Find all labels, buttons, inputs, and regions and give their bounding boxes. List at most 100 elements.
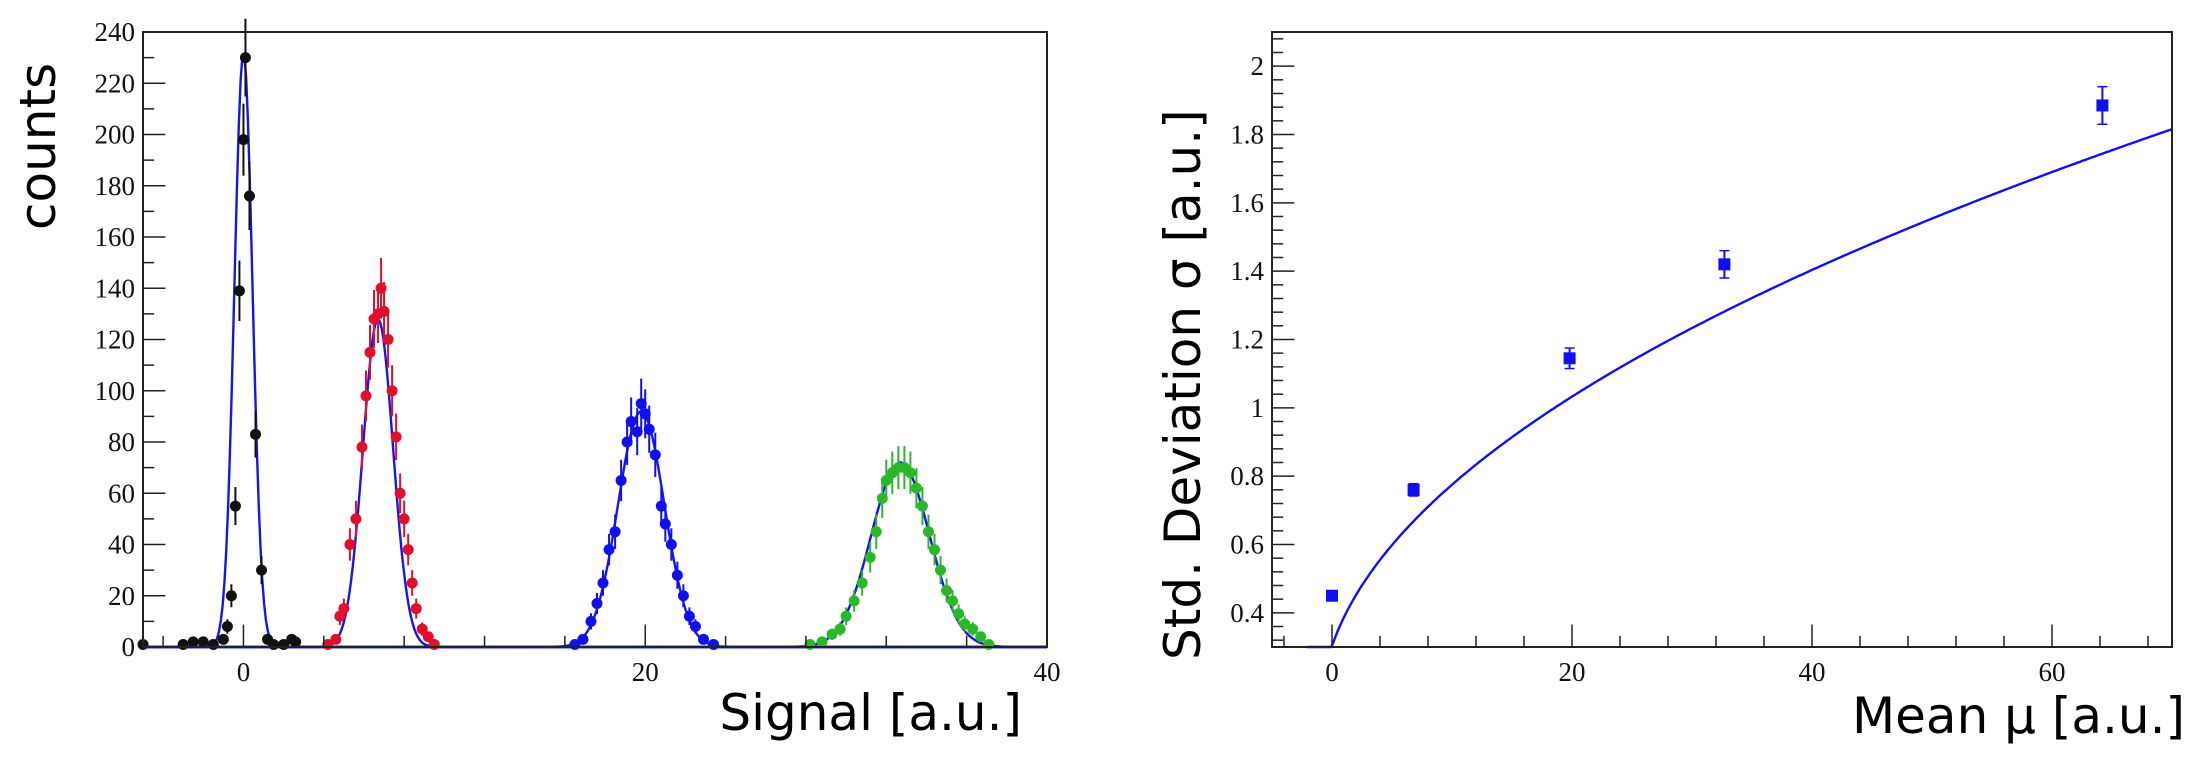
data-point — [378, 305, 390, 317]
data-point — [953, 608, 965, 620]
y-tick-label: 2 — [1251, 51, 1265, 81]
data-point — [402, 544, 414, 556]
y-tick-label: 80 — [108, 427, 135, 457]
data-point — [1326, 589, 1338, 602]
data-point — [350, 513, 362, 525]
data-point — [237, 134, 249, 146]
data-point — [947, 595, 959, 607]
sqrt-fit-curve — [1306, 128, 2173, 649]
y-tick-label: 0.8 — [1230, 461, 1264, 491]
data-point — [649, 449, 661, 461]
y-tick-label: 1.8 — [1230, 120, 1264, 150]
data-point — [665, 539, 677, 550]
data-point — [880, 474, 892, 486]
data-point — [233, 285, 245, 297]
data-point — [870, 526, 882, 538]
data-point — [840, 610, 852, 622]
data-point — [631, 426, 643, 438]
data-point — [683, 610, 695, 622]
data-point — [239, 52, 251, 64]
fit-curve-1 — [1306, 128, 2173, 649]
data-point — [187, 636, 199, 648]
y-tick-label: 1.2 — [1230, 325, 1264, 355]
x-tick-label: 0 — [237, 657, 251, 687]
data-point — [621, 436, 633, 448]
data-point — [603, 544, 615, 556]
data-point — [864, 551, 876, 563]
data-point — [406, 577, 418, 589]
data-point — [975, 631, 987, 643]
data-point — [689, 621, 701, 632]
data-point — [394, 487, 406, 499]
sigma-tick-labels: 0 20 40 60 0.4 0.6 0.8 1 1.2 1.4 1.6 1.8 2 — [1230, 51, 2065, 687]
histogram-tick-labels: 0 20 40 0 20 40 60 80 100 120 140 160 180 200 220 240 — [95, 17, 1061, 687]
y-tick-label: 160 — [95, 222, 136, 252]
sigma-y-axis-title: Std. Deviation σ [a.u.] — [1154, 109, 1212, 660]
data-point — [983, 638, 995, 650]
data-point — [398, 513, 410, 525]
data-point — [290, 636, 302, 648]
data-point — [816, 636, 828, 648]
data-point — [1563, 352, 1576, 365]
y-tick-label: 60 — [108, 478, 135, 508]
data-point — [268, 638, 280, 650]
histogram-panel: 0 20 40 0 20 40 60 80 100 120 140 160 180 200 220 240 S… — [9, 17, 1061, 742]
x-tick-label: 20 — [1559, 657, 1586, 687]
data-point — [356, 441, 368, 453]
histogram-axes — [142, 31, 1048, 648]
data-point — [597, 577, 609, 589]
y-tick-label: 220 — [95, 68, 136, 98]
y-tick-label: 0 — [122, 632, 136, 662]
data-point — [330, 633, 342, 645]
sigma-axes — [1271, 31, 2173, 648]
y-tick-label: 200 — [95, 120, 136, 150]
plot-frame — [1271, 31, 2173, 648]
gaussian-fit-curves — [143, 52, 1047, 649]
data-point — [671, 569, 683, 581]
data-point — [428, 638, 440, 650]
fit-curve-1 — [143, 52, 1047, 649]
y-tick-label: 0.4 — [1230, 598, 1264, 628]
data-point — [416, 623, 428, 635]
data-point — [344, 539, 356, 550]
data-point — [910, 482, 922, 494]
data-point — [177, 638, 189, 650]
data-point — [1718, 258, 1731, 271]
data-point — [848, 595, 860, 607]
data-point — [677, 590, 689, 602]
data-point — [390, 431, 402, 443]
data-point — [591, 597, 603, 609]
data-point — [856, 577, 868, 589]
y-tick-label: 140 — [95, 273, 136, 303]
histogram-points — [137, 18, 995, 650]
x-tick-label: 60 — [2039, 657, 2066, 687]
data-point — [364, 346, 376, 358]
fit-curve-2 — [143, 317, 1047, 649]
data-point — [382, 334, 394, 345]
data-point — [229, 500, 241, 512]
data-point — [639, 408, 651, 420]
data-point — [585, 615, 597, 627]
data-point — [826, 628, 838, 640]
y-tick-label: 40 — [108, 530, 135, 560]
y-tick-label: 100 — [95, 376, 136, 406]
sigma-panel: 0 20 40 60 0.4 0.6 0.8 1 1.2 1.4 1.6 1.8 2 Mean µ [a… — [1154, 31, 2185, 745]
data-point — [659, 518, 671, 530]
data-point — [577, 633, 589, 645]
y-tick-label: 1.6 — [1230, 188, 1264, 218]
data-point — [422, 631, 434, 643]
data-point — [922, 526, 934, 538]
data-point — [643, 423, 655, 435]
data-point — [635, 398, 647, 410]
data-point — [221, 621, 233, 632]
sigma-points — [1326, 85, 2109, 602]
data-point — [697, 633, 709, 645]
y-tick-label: 180 — [95, 171, 136, 201]
data-point — [935, 564, 947, 576]
data-point — [655, 500, 667, 512]
data-point — [708, 638, 720, 650]
y-tick-label: 20 — [108, 581, 135, 611]
x-tick-label: 40 — [1034, 657, 1061, 687]
data-point — [217, 633, 229, 645]
